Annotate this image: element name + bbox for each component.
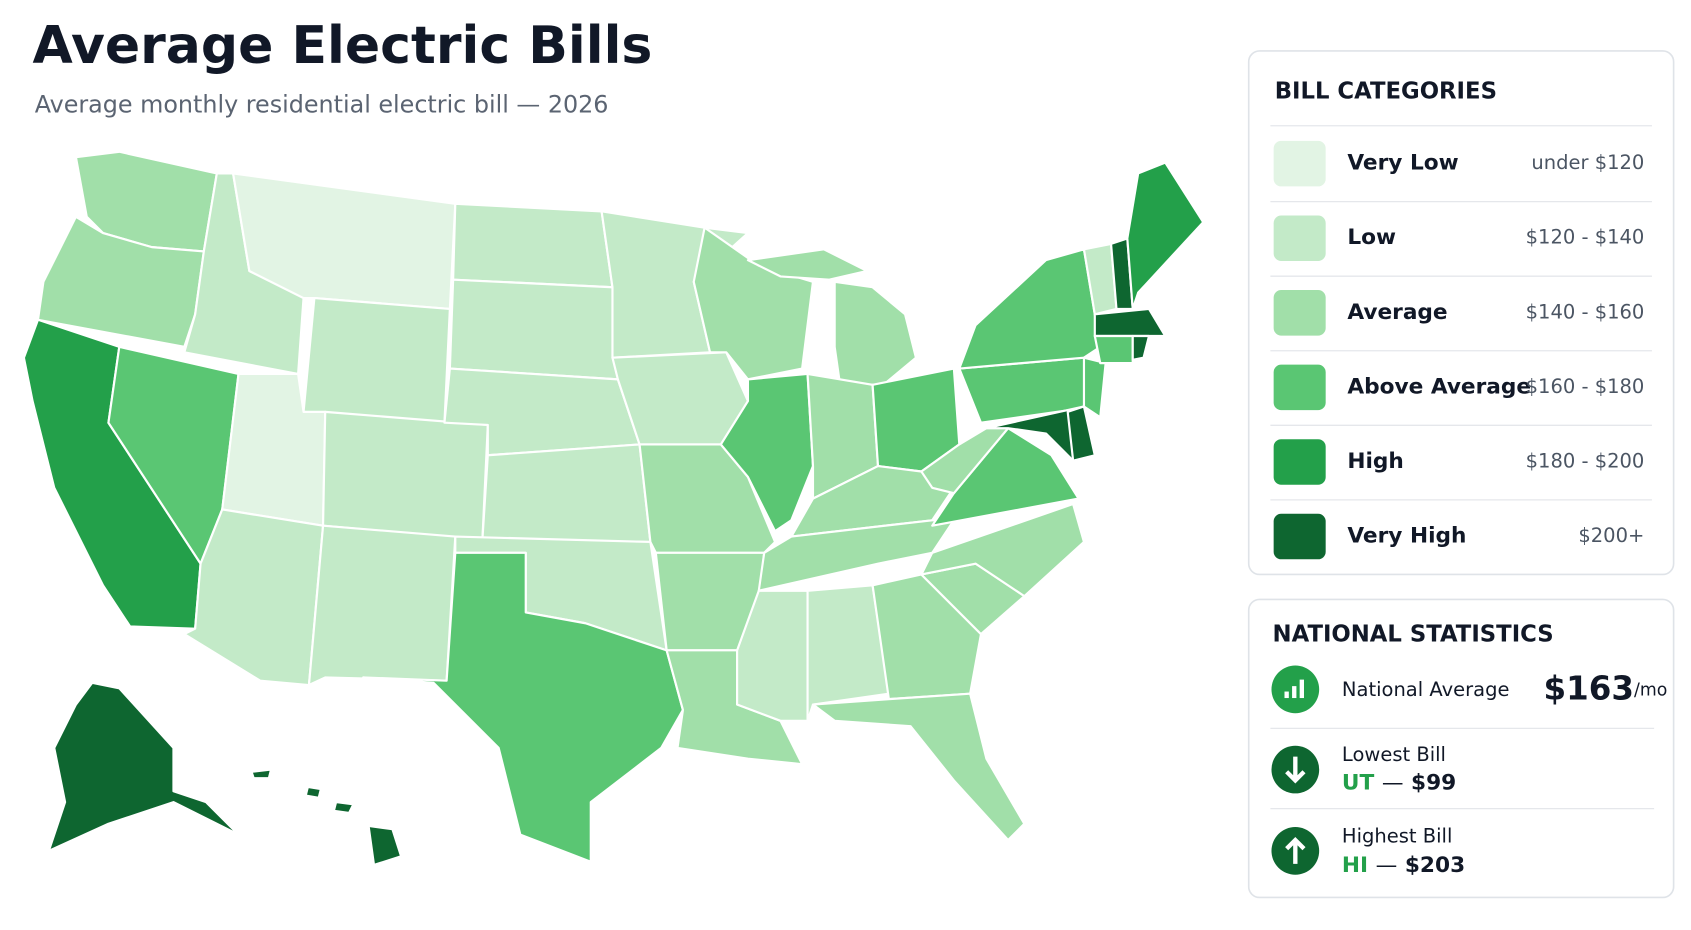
swatch: [1273, 439, 1326, 485]
stat-label: Highest Bill: [1342, 824, 1452, 847]
state: [304, 785, 322, 799]
legend-label: Average: [1347, 300, 1447, 325]
legend-range: $180 - $200: [1526, 449, 1645, 472]
state: UT: [1342, 771, 1375, 796]
legend-card: BILL CATEGORIES Very Low under $120 Low $12…: [1247, 50, 1675, 576]
state: [307, 524, 457, 687]
state: HI: [1342, 853, 1368, 878]
stat-detail: UT — $99: [1342, 771, 1456, 796]
card: [1247, 50, 1675, 576]
swatch: [1273, 513, 1326, 560]
unit: /mo: [1634, 680, 1667, 700]
state: [481, 443, 652, 544]
legend-label: Above Average: [1347, 374, 1531, 399]
value: $99: [1411, 771, 1456, 796]
stats-title: NATIONAL STATISTICS: [1273, 622, 1554, 648]
state: [811, 692, 1026, 842]
swatch: [1273, 215, 1326, 262]
state: [302, 296, 451, 424]
subtitle: Average monthly residential electric bil…: [35, 91, 609, 119]
card: [1247, 598, 1675, 899]
legend-range: $140 - $160: [1526, 300, 1645, 323]
state: [362, 551, 684, 863]
state: [833, 280, 918, 386]
state: [746, 248, 869, 281]
state: [250, 768, 273, 780]
legend-range: $200+: [1578, 524, 1644, 547]
swatch: [1273, 364, 1326, 411]
icon-glyph: [1284, 679, 1304, 699]
title: Average Electric Bills: [33, 16, 653, 76]
value: $203: [1405, 853, 1465, 878]
state: [1126, 161, 1205, 311]
legend-rows: Very Low under $120 Low $120 - $140 Average $…: [1270, 140, 1652, 560]
icon-glyph: [1285, 836, 1306, 864]
legend-label: Very Low: [1347, 151, 1458, 176]
state: [958, 248, 1102, 370]
sep: —: [1382, 771, 1404, 796]
state: [321, 410, 489, 541]
legend-range: $120 - $140: [1526, 226, 1645, 249]
state: [448, 278, 619, 381]
state: [1082, 356, 1107, 419]
state: [332, 801, 355, 815]
state: [871, 573, 983, 701]
stat-detail: HI — $203: [1342, 853, 1465, 878]
state: [806, 584, 890, 722]
legend-label: High: [1347, 449, 1403, 474]
sep: —: [1376, 853, 1398, 878]
stats-card: NATIONAL STATISTICS National Average $16…: [1247, 598, 1675, 899]
legend-label: Low: [1347, 225, 1396, 250]
state: [1066, 405, 1096, 462]
state: [452, 202, 614, 289]
icon-glyph: [1285, 756, 1306, 784]
swatch: [1273, 290, 1326, 336]
state: [1093, 334, 1134, 365]
map: [22, 150, 1205, 867]
stat-value: $163/mo: [1544, 669, 1668, 707]
legend-range: under $120: [1531, 151, 1644, 174]
legend-label: Very High: [1347, 524, 1466, 549]
value: $163: [1544, 669, 1634, 707]
state: [1093, 307, 1167, 338]
state: [1131, 334, 1151, 361]
legend-title: BILL CATEGORIES: [1275, 79, 1497, 105]
stat-label: Lowest Bill: [1342, 743, 1446, 766]
state: [47, 681, 240, 852]
legend-range: $160 - $180: [1526, 375, 1645, 398]
state: [367, 824, 403, 867]
state: [985, 405, 1086, 462]
swatch: [1273, 140, 1326, 187]
stat-label: National Average: [1342, 678, 1510, 701]
state: [920, 502, 1086, 598]
